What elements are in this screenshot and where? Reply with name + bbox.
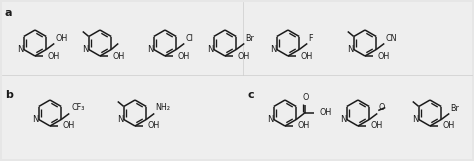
Text: OH: OH (443, 122, 455, 131)
Text: OH: OH (301, 52, 313, 61)
Text: OH: OH (371, 122, 383, 131)
FancyBboxPatch shape (2, 2, 472, 159)
Text: NH₂: NH₂ (155, 103, 170, 112)
Text: N: N (82, 45, 89, 54)
Text: OH: OH (63, 122, 75, 131)
Text: OH: OH (113, 52, 125, 61)
Text: CN: CN (385, 33, 397, 43)
Text: b: b (5, 90, 13, 100)
Text: O: O (302, 93, 309, 101)
Text: N: N (347, 45, 354, 54)
Text: N: N (147, 45, 154, 54)
Text: OH: OH (378, 52, 390, 61)
Text: OH: OH (148, 122, 160, 131)
Text: N: N (267, 115, 273, 124)
Text: OH: OH (178, 52, 190, 61)
Text: N: N (207, 45, 213, 54)
Text: a: a (5, 8, 12, 18)
Text: OH: OH (238, 52, 250, 61)
Text: N: N (17, 45, 23, 54)
Text: Cl: Cl (185, 33, 193, 43)
Text: OH: OH (298, 122, 310, 131)
Text: Br: Br (245, 33, 254, 43)
Text: O: O (378, 103, 384, 112)
Text: N: N (32, 115, 38, 124)
Text: CF₃: CF₃ (71, 103, 85, 112)
Text: OH: OH (48, 52, 60, 61)
Text: F: F (308, 33, 313, 43)
Text: OH: OH (55, 33, 67, 43)
Text: N: N (340, 115, 346, 124)
Text: OH: OH (319, 108, 331, 117)
Text: N: N (117, 115, 123, 124)
Text: c: c (248, 90, 255, 100)
Text: Br: Br (450, 104, 459, 113)
Text: N: N (270, 45, 276, 54)
Text: N: N (412, 115, 419, 124)
